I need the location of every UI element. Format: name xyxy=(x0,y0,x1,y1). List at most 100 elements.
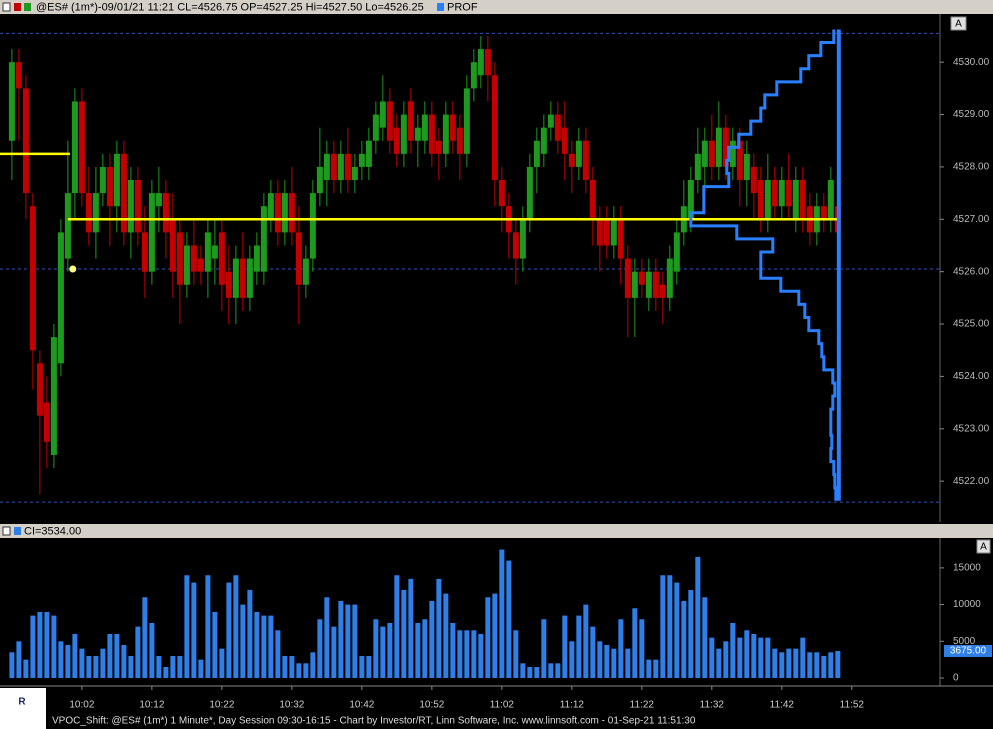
candle-body xyxy=(827,180,834,220)
candle-body xyxy=(8,62,15,141)
candle-body xyxy=(323,153,330,181)
candle-body xyxy=(22,88,29,194)
candle-body xyxy=(778,180,785,207)
volume-bar xyxy=(282,655,288,678)
volume-bar xyxy=(450,622,456,678)
volume-bar xyxy=(436,578,442,678)
candle-body xyxy=(57,232,64,364)
volume-bar xyxy=(37,611,43,678)
candle-body xyxy=(652,271,659,298)
candle-body xyxy=(743,153,750,181)
volume-bar xyxy=(163,666,169,678)
candle-body xyxy=(477,49,484,76)
x-tick-label: 10:22 xyxy=(209,700,234,711)
volume-bar xyxy=(485,597,491,678)
candle-body xyxy=(694,153,701,181)
candle-body xyxy=(239,258,246,298)
candle-body xyxy=(162,193,169,233)
vpoc-marker xyxy=(69,265,77,273)
candle-body xyxy=(456,127,463,154)
candle-body xyxy=(610,219,617,246)
volume-bar xyxy=(597,641,603,678)
volume-bar xyxy=(331,626,337,678)
candle-body xyxy=(645,271,652,298)
volume-bar xyxy=(667,575,673,678)
candle-body xyxy=(785,180,792,207)
candle-body xyxy=(99,166,106,194)
candle-body xyxy=(288,193,295,233)
volume-bar xyxy=(93,655,99,678)
candle-body xyxy=(127,180,134,233)
volume-bar xyxy=(709,637,715,678)
volume-bar xyxy=(814,652,820,678)
volume-bar xyxy=(611,648,617,678)
candle-body xyxy=(358,153,365,167)
candle-body xyxy=(736,140,743,181)
volume-bar xyxy=(534,666,540,678)
overlay-name: PROF xyxy=(447,1,478,13)
candle-body xyxy=(316,166,323,194)
autoscale-button[interactable] xyxy=(950,16,967,31)
x-tick-label: 10:32 xyxy=(279,700,304,711)
candle-body xyxy=(617,219,624,259)
volume-bar xyxy=(121,644,127,678)
volume-bar xyxy=(254,611,260,678)
candle-body xyxy=(540,127,547,154)
y-tick-label: 10000 xyxy=(953,599,981,610)
volume-bar xyxy=(79,648,85,678)
candle-body xyxy=(631,271,638,298)
candle-body xyxy=(519,219,526,259)
volume-bar xyxy=(51,615,57,678)
y-tick-label: 4526.00 xyxy=(953,266,990,277)
window-button[interactable] xyxy=(2,526,11,536)
candle-body xyxy=(820,206,827,220)
volume-bar xyxy=(177,655,183,678)
volume-bar xyxy=(681,600,687,678)
candle-body xyxy=(603,219,610,246)
volume-bar xyxy=(72,633,78,678)
y-tick-label: 4528.00 xyxy=(953,162,990,173)
volume-bar xyxy=(541,619,547,678)
legend-swatch xyxy=(24,3,31,11)
candle-body xyxy=(197,258,204,272)
volume-bar xyxy=(716,648,722,678)
volume-bar xyxy=(751,633,757,678)
volume-bar xyxy=(149,622,155,678)
legend-swatch xyxy=(14,527,21,535)
y-tick-label: 5000 xyxy=(953,636,976,647)
candle-body xyxy=(344,153,351,181)
candle-body xyxy=(449,114,456,141)
volume-bar xyxy=(429,600,435,678)
candle-body xyxy=(36,363,43,416)
candle-body xyxy=(799,180,806,220)
candle-body xyxy=(218,232,225,285)
volume-bar xyxy=(744,630,750,678)
volume-bar xyxy=(261,615,267,678)
candle-body xyxy=(169,219,176,272)
candle-body xyxy=(673,232,680,272)
candle-body xyxy=(211,245,218,259)
volume-bar xyxy=(653,659,659,678)
candle-body xyxy=(491,75,498,181)
x-tick-label: 11:02 xyxy=(490,700,515,711)
window-button[interactable] xyxy=(2,2,11,12)
x-tick-label: 11:52 xyxy=(840,700,865,711)
volume-bar xyxy=(793,648,799,678)
candle-body xyxy=(78,101,85,194)
footer: VPOC_Shift: @ES# (1m*) 1 Minute*, Day Se… xyxy=(52,716,696,727)
volume-bar xyxy=(317,619,323,678)
candle-body xyxy=(414,127,421,141)
candle-body xyxy=(687,180,694,220)
volume-bar xyxy=(625,648,631,678)
candle-body xyxy=(764,180,771,220)
autoscale-button[interactable] xyxy=(976,539,991,554)
y-tick-label: 4527.00 xyxy=(953,214,990,225)
volume-bar xyxy=(548,663,554,678)
candle-body xyxy=(148,193,155,272)
volume-bar xyxy=(555,663,561,678)
volume-bar xyxy=(499,549,505,678)
volume-bar xyxy=(821,655,827,678)
volume-bar xyxy=(632,608,638,678)
volume-bar xyxy=(338,600,344,678)
candle-body xyxy=(582,140,589,181)
